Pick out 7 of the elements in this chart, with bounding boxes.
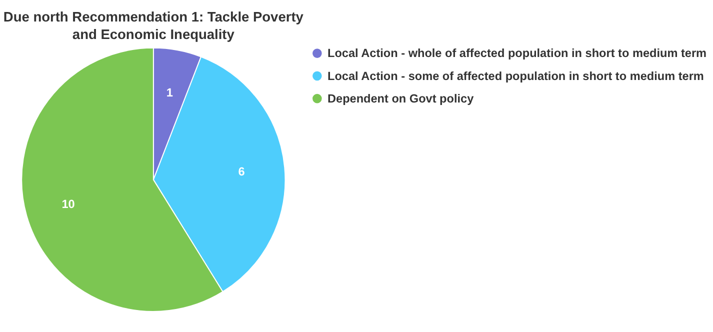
legend-label: Dependent on Govt policy [327,91,474,106]
data-label: 1 [166,86,174,100]
data-label: 6 [238,164,246,178]
legend-label: Local Action - whole of affected population in short to medium term [327,46,707,60]
chart-title: Due north Recommendation 1: Tackle Poverty and Economic Inequality [3,9,304,42]
data-label: 10 [62,196,76,211]
legend-label: Local Action - some of affected population in short to medium term [327,68,704,83]
